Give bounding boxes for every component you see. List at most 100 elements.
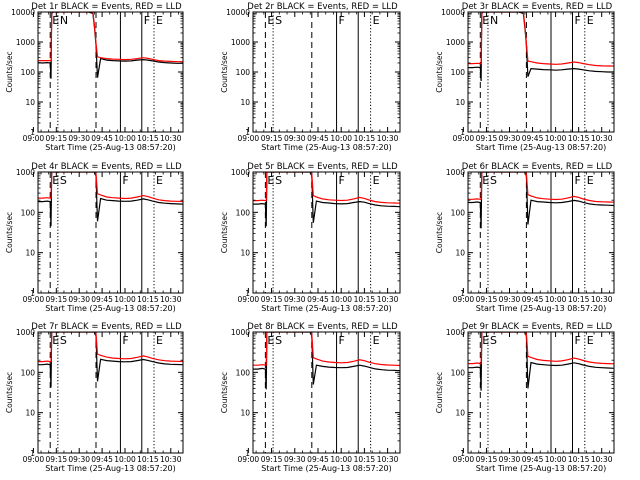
event-marker-label: F bbox=[144, 14, 150, 27]
x-axis-label: Start Time (25-Aug-13 08:57:20) bbox=[476, 464, 607, 473]
event-marker-label: E bbox=[52, 174, 59, 187]
plot-frame bbox=[467, 331, 615, 454]
event-marker-label: F bbox=[122, 174, 128, 187]
x-tick-label: 10:30 bbox=[377, 295, 399, 304]
x-tick-label: 09:15 bbox=[261, 295, 283, 304]
y-tick-label: 10 bbox=[25, 249, 35, 258]
lld-rate-line bbox=[468, 12, 614, 67]
lld-rate-line bbox=[468, 332, 614, 365]
x-tick-label: 10:15 bbox=[137, 134, 159, 143]
event-marker-label: F bbox=[339, 334, 345, 347]
event-marker-label: S bbox=[490, 334, 497, 347]
y-tick-label: 100 bbox=[451, 368, 466, 377]
y-tick-label: 100 bbox=[236, 368, 251, 377]
event-marker-label: E bbox=[373, 174, 380, 187]
x-tick-label: 10:00 bbox=[330, 295, 352, 304]
y-axis-label: Counts/sec bbox=[5, 51, 14, 92]
x-tick-label: 09:15 bbox=[476, 295, 498, 304]
event-marker-label: E bbox=[156, 14, 163, 27]
x-tick-label: 09:15 bbox=[46, 455, 68, 464]
x-tick-label: 10:15 bbox=[568, 455, 590, 464]
x-tick-label: 09:30 bbox=[284, 134, 306, 143]
x-tick-label: 09:45 bbox=[307, 134, 329, 143]
x-tick-label: 10:00 bbox=[545, 295, 567, 304]
plot-frame bbox=[252, 331, 401, 454]
event-marker-label: E bbox=[373, 14, 380, 27]
y-tick-label: 1000 bbox=[231, 38, 250, 47]
x-tick-label: 09:45 bbox=[307, 295, 329, 304]
event-marker-label: F bbox=[575, 14, 581, 27]
x-tick-label: 09:45 bbox=[91, 455, 113, 464]
event-marker-label: F bbox=[575, 174, 581, 187]
x-tick-label: 10:30 bbox=[377, 455, 399, 464]
y-tick-label: 10 bbox=[455, 409, 465, 418]
x-tick-label: 09:30 bbox=[68, 134, 90, 143]
y-tick-label: 1 bbox=[245, 289, 250, 298]
event-marker-label: N bbox=[490, 14, 498, 27]
x-tick-label: 10:30 bbox=[160, 455, 182, 464]
y-axis-label: Counts/sec bbox=[220, 212, 229, 253]
panel-title: Det 4r BLACK = Events, RED = LLD bbox=[31, 162, 182, 172]
x-tick-label: 09:30 bbox=[68, 455, 90, 464]
x-tick-label: 09:00 bbox=[23, 295, 45, 304]
panel-title: Det 3r BLACK = Events, RED = LLD bbox=[462, 2, 613, 12]
event-marker-label: E bbox=[482, 174, 489, 187]
event-marker-label: S bbox=[275, 14, 282, 27]
y-tick-label: 1000 bbox=[446, 328, 465, 337]
x-tick-label: 10:30 bbox=[160, 295, 182, 304]
event-marker-label: N bbox=[60, 14, 68, 27]
x-tick-label: 09:30 bbox=[499, 455, 521, 464]
lld-rate-line bbox=[253, 172, 400, 204]
y-tick-label: 10 bbox=[240, 98, 250, 107]
y-tick-label: 100 bbox=[236, 68, 251, 77]
x-tick-label: 09:30 bbox=[68, 295, 90, 304]
x-axis-label: Start Time (25-Aug-13 08:57:20) bbox=[476, 304, 607, 313]
x-tick-label: 10:15 bbox=[137, 295, 159, 304]
y-tick-label: 1000 bbox=[231, 328, 250, 337]
panel-title: Det 7r BLACK = Events, RED = LLD bbox=[31, 322, 182, 332]
lld-rate-line bbox=[38, 332, 183, 363]
x-tick-label: 09:15 bbox=[476, 134, 498, 143]
y-tick-label: 1000 bbox=[446, 38, 465, 47]
event-marker-label: F bbox=[339, 174, 345, 187]
y-tick-label: 1 bbox=[245, 128, 250, 137]
y-tick-label: 100 bbox=[451, 68, 466, 77]
y-tick-label: 10 bbox=[25, 409, 35, 418]
x-tick-label: 09:45 bbox=[91, 295, 113, 304]
y-tick-label: 10 bbox=[455, 249, 465, 258]
y-tick-label: 1000 bbox=[231, 168, 250, 177]
x-axis-label: Start Time (25-Aug-13 08:57:20) bbox=[45, 304, 176, 313]
plot-frame bbox=[467, 11, 615, 133]
event-marker-label: E bbox=[52, 14, 59, 27]
event-marker-label: E bbox=[52, 334, 59, 347]
x-tick-label: 10:00 bbox=[330, 455, 352, 464]
x-tick-label: 09:00 bbox=[453, 455, 475, 464]
x-tick-label: 10:30 bbox=[377, 134, 399, 143]
y-tick-label: 100 bbox=[21, 368, 36, 377]
y-tick-label: 10000 bbox=[11, 8, 35, 17]
event-marker-label: E bbox=[482, 334, 489, 347]
x-tick-label: 09:15 bbox=[46, 295, 68, 304]
y-tick-label: 1 bbox=[245, 449, 250, 458]
plot-frame bbox=[37, 171, 184, 294]
x-tick-label: 09:30 bbox=[499, 295, 521, 304]
plot-frame bbox=[37, 331, 184, 454]
panel-title: Det 1r BLACK = Events, RED = LLD bbox=[31, 2, 182, 12]
y-tick-label: 100 bbox=[21, 68, 36, 77]
y-tick-label: 10000 bbox=[441, 8, 465, 17]
x-tick-label: 10:30 bbox=[591, 134, 613, 143]
x-tick-label: 09:00 bbox=[23, 134, 45, 143]
y-tick-label: 1000 bbox=[16, 168, 35, 177]
y-tick-label: 1 bbox=[460, 128, 465, 137]
lld-rate-line bbox=[38, 172, 183, 203]
y-tick-label: 1 bbox=[30, 449, 35, 458]
x-tick-label: 09:30 bbox=[284, 295, 306, 304]
event-marker-label: S bbox=[60, 174, 67, 187]
x-axis-label: Start Time (25-Aug-13 08:57:20) bbox=[261, 304, 392, 313]
x-tick-label: 09:15 bbox=[476, 455, 498, 464]
x-tick-label: 09:00 bbox=[238, 134, 260, 143]
event-marker-label: E bbox=[156, 174, 163, 187]
x-tick-label: 09:00 bbox=[453, 134, 475, 143]
